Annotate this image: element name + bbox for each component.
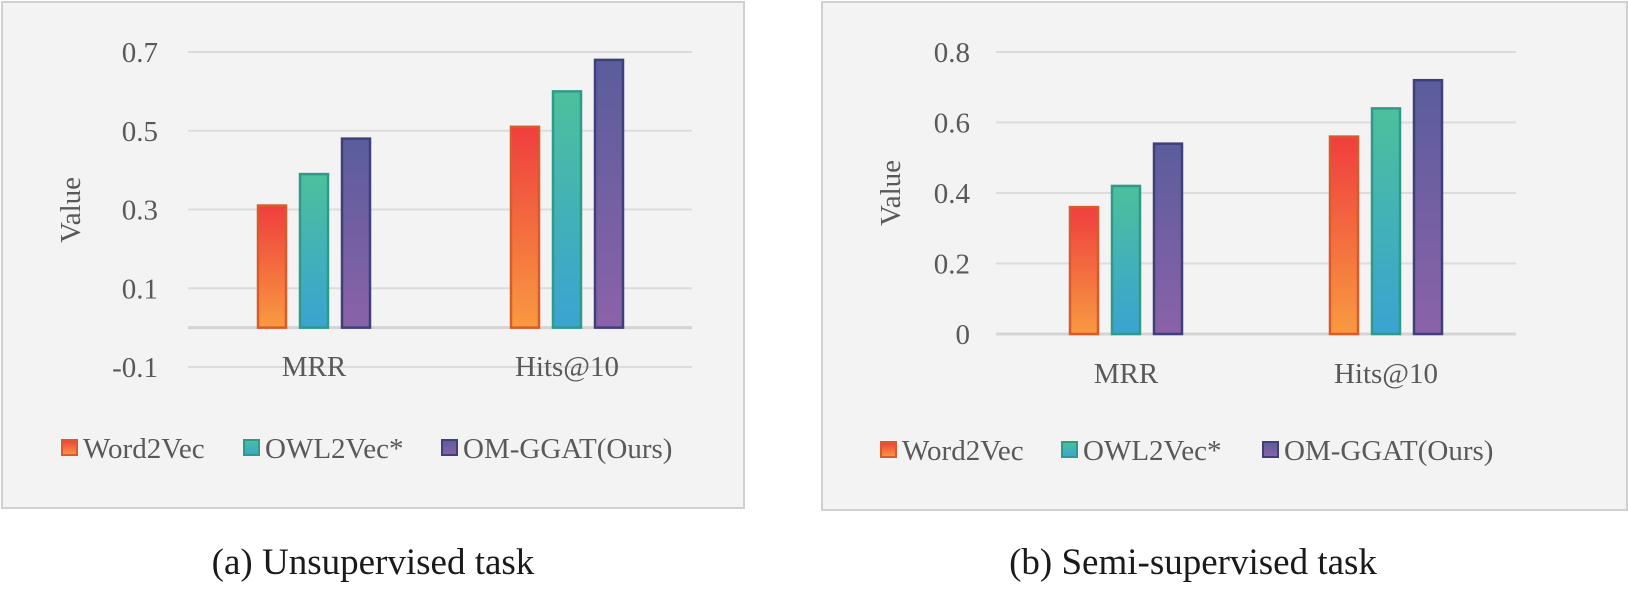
y-tick-label: 0.2 (934, 249, 970, 281)
bar-om-ggat-ours-hits10 (593, 58, 625, 329)
y-tick-label: 0 (956, 319, 971, 351)
bar-word2vec-hits10 (1328, 135, 1360, 336)
bar-owl2vec-mrr (298, 172, 330, 329)
y-tick-label: 0.8 (934, 37, 970, 69)
x-category-label: Hits@10 (515, 351, 619, 383)
chart-unsupervised: 0.7 0.5 0.3 0.1 -0.1 Value MRR Hits@10 Word2Vec O… (1, 1, 745, 509)
x-category-label: MRR (282, 351, 347, 383)
legend-marker (880, 441, 897, 458)
bar-word2vec-hits10 (509, 125, 541, 329)
figure-caption: (b) Semi-supervised task (1009, 542, 1377, 583)
y-tick-label: 0.4 (934, 178, 971, 210)
y-tick-label: -0.1 (112, 352, 158, 384)
bar-om-ggat-ours-mrr (340, 137, 372, 329)
legend-marker (1061, 441, 1078, 458)
bar-om-ggat-ours-hits10 (1412, 78, 1444, 336)
figure-caption: (a) Unsupervised task (212, 542, 535, 583)
y-tick-label: 0.6 (934, 108, 970, 140)
legend-marker (61, 439, 78, 456)
y-tick-label: 0.3 (122, 195, 158, 227)
legend-label: Word2Vec (902, 435, 1024, 467)
legend-marker (441, 439, 458, 456)
bar-owl2vec-hits10 (551, 90, 583, 329)
bar-word2vec-mrr (256, 204, 288, 329)
bar-owl2vec-hits10 (1370, 107, 1402, 336)
legend-label: OWL2Vec* (1083, 435, 1222, 467)
bar-owl2vec-mrr (1110, 184, 1142, 336)
x-category-label: MRR (1094, 358, 1159, 390)
y-tick-label: 0.7 (122, 37, 158, 69)
y-axis-label: Value (875, 160, 907, 226)
chart-semi-supervised: 0.8 0.6 0.4 0.2 0 Value MRR Hits@10 Word2Vec OWL2… (821, 1, 1628, 511)
legend-marker (1262, 441, 1279, 458)
bar-word2vec-mrr (1068, 205, 1100, 336)
legend-label: OM-GGAT(Ours) (463, 433, 672, 465)
y-tick-label: 0.1 (122, 273, 158, 305)
legend-marker (243, 439, 260, 456)
chart-panel (821, 1, 1628, 511)
legend-label: OM-GGAT(Ours) (1284, 435, 1493, 467)
y-tick-label: 0.5 (122, 116, 158, 148)
bar-om-ggat-ours-mrr (1152, 142, 1184, 336)
x-category-label: Hits@10 (1334, 358, 1438, 390)
legend-label: Word2Vec (83, 433, 205, 465)
legend-label: OWL2Vec* (265, 433, 404, 465)
y-axis-label: Value (55, 177, 87, 243)
